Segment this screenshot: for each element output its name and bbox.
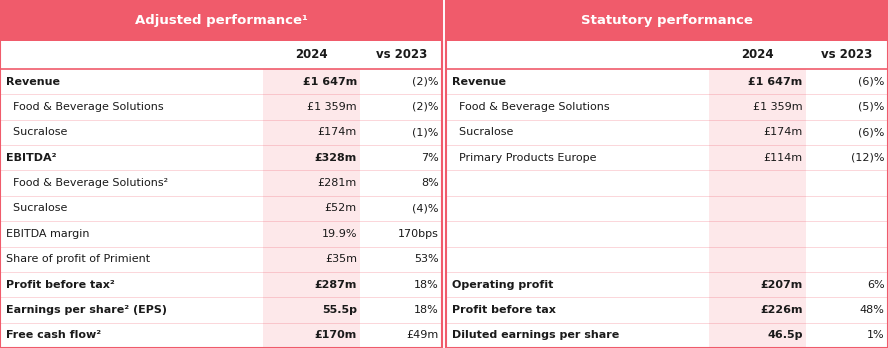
Bar [709, 145, 806, 171]
Text: Sucralose: Sucralose [6, 204, 67, 213]
Bar [263, 323, 361, 348]
Text: £114m: £114m [764, 153, 803, 163]
Text: 7%: 7% [421, 153, 439, 163]
Bar [709, 272, 806, 297]
Text: £170m: £170m [314, 330, 357, 340]
Bar [263, 171, 361, 196]
Text: (2)%: (2)% [412, 77, 439, 87]
Text: 53%: 53% [414, 254, 439, 264]
Text: 18%: 18% [414, 305, 439, 315]
Text: £35m: £35m [325, 254, 357, 264]
Text: Sucralose: Sucralose [452, 127, 513, 137]
Text: Sucralose: Sucralose [6, 127, 67, 137]
Text: (12)%: (12)% [851, 153, 884, 163]
Text: Profit before tax: Profit before tax [452, 305, 556, 315]
Text: £207m: £207m [760, 279, 803, 290]
Text: Primary Products Europe: Primary Products Europe [452, 153, 597, 163]
Text: 1%: 1% [867, 330, 884, 340]
Bar [0, 41, 442, 69]
Text: £328m: £328m [314, 153, 357, 163]
Text: £174m: £174m [764, 127, 803, 137]
Bar [709, 221, 806, 246]
Bar [709, 297, 806, 323]
Text: £1 647m: £1 647m [749, 77, 803, 87]
Text: 48%: 48% [860, 305, 884, 315]
Text: (6)%: (6)% [858, 127, 884, 137]
Text: 6%: 6% [867, 279, 884, 290]
Text: £52m: £52m [325, 204, 357, 213]
Bar [263, 272, 361, 297]
Bar [446, 0, 888, 348]
Text: 2024: 2024 [296, 48, 328, 62]
Bar [709, 196, 806, 221]
Text: Operating profit: Operating profit [452, 279, 553, 290]
Text: £49m: £49m [407, 330, 439, 340]
Text: £1 359m: £1 359m [307, 102, 357, 112]
Bar [709, 69, 806, 94]
Text: £174m: £174m [318, 127, 357, 137]
Text: Adjusted performance¹: Adjusted performance¹ [135, 14, 307, 27]
Bar [263, 221, 361, 246]
Bar [263, 69, 361, 94]
Text: vs 2023: vs 2023 [376, 48, 427, 62]
Text: Food & Beverage Solutions: Food & Beverage Solutions [452, 102, 610, 112]
Bar [263, 246, 361, 272]
Text: 18%: 18% [414, 279, 439, 290]
Bar [709, 94, 806, 120]
Text: Free cash flow²: Free cash flow² [6, 330, 101, 340]
Text: 19.9%: 19.9% [321, 229, 357, 239]
Text: 8%: 8% [421, 178, 439, 188]
Bar [263, 297, 361, 323]
Text: £1 647m: £1 647m [303, 77, 357, 87]
Text: Diluted earnings per share: Diluted earnings per share [452, 330, 619, 340]
Text: Profit before tax²: Profit before tax² [6, 279, 115, 290]
Text: Food & Beverage Solutions²: Food & Beverage Solutions² [6, 178, 169, 188]
Text: (2)%: (2)% [412, 102, 439, 112]
Bar [263, 94, 361, 120]
Text: 55.5p: 55.5p [321, 305, 357, 315]
Text: Food & Beverage Solutions: Food & Beverage Solutions [6, 102, 164, 112]
Text: 170bps: 170bps [398, 229, 439, 239]
Text: (5)%: (5)% [858, 102, 884, 112]
Bar [709, 171, 806, 196]
Text: vs 2023: vs 2023 [821, 48, 873, 62]
Bar [709, 120, 806, 145]
Text: £281m: £281m [318, 178, 357, 188]
Text: 2024: 2024 [741, 48, 773, 62]
Bar [0, 0, 442, 41]
Text: Earnings per share² (EPS): Earnings per share² (EPS) [6, 305, 167, 315]
Bar [446, 0, 888, 41]
Bar [263, 145, 361, 171]
Bar [709, 246, 806, 272]
Text: £226m: £226m [760, 305, 803, 315]
Text: (1)%: (1)% [412, 127, 439, 137]
Text: £287m: £287m [314, 279, 357, 290]
Bar [263, 196, 361, 221]
Text: Revenue: Revenue [6, 77, 60, 87]
Text: (4)%: (4)% [412, 204, 439, 213]
Text: Share of profit of Primient: Share of profit of Primient [6, 254, 150, 264]
Text: EBITDA margin: EBITDA margin [6, 229, 90, 239]
Text: (6)%: (6)% [858, 77, 884, 87]
Text: Statutory performance: Statutory performance [581, 14, 753, 27]
Text: Revenue: Revenue [452, 77, 506, 87]
Bar [446, 41, 888, 69]
Text: EBITDA²: EBITDA² [6, 153, 57, 163]
Bar [709, 323, 806, 348]
Bar [263, 120, 361, 145]
Text: £1 359m: £1 359m [753, 102, 803, 112]
Text: 46.5p: 46.5p [767, 330, 803, 340]
Bar [0, 0, 442, 348]
